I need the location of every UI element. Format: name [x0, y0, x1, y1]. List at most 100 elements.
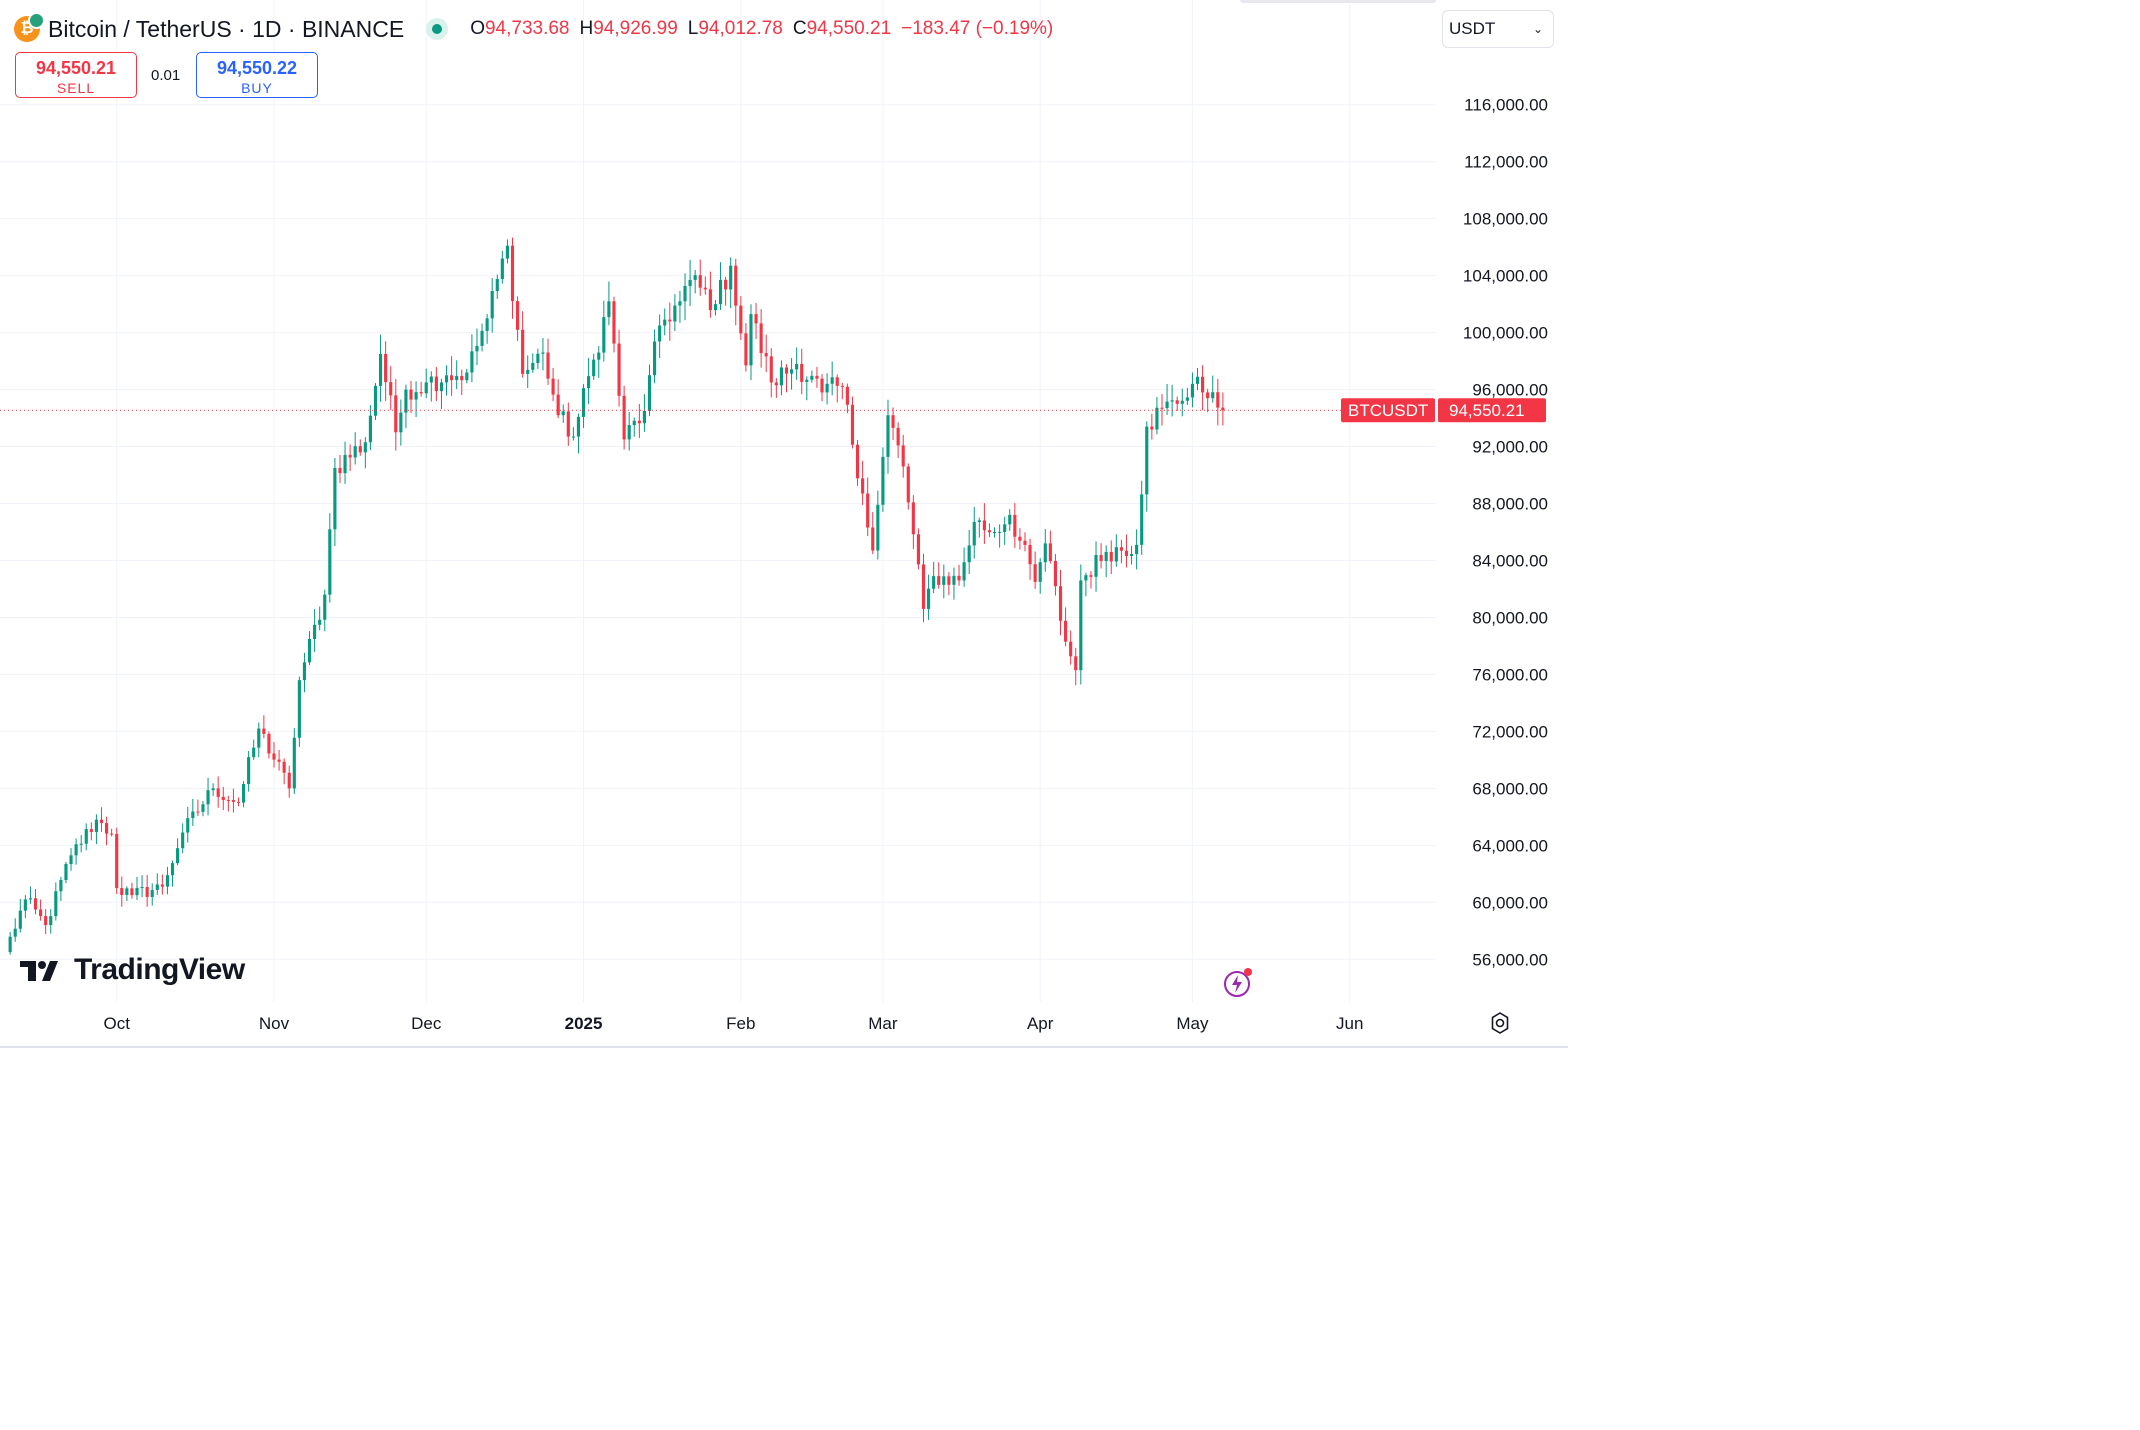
sell-label: SELL	[56, 80, 96, 96]
candle-body	[348, 454, 352, 458]
candle-body	[906, 466, 910, 503]
price-tick-label: 96,000.00	[1472, 381, 1548, 400]
settings-gear-icon[interactable]	[1488, 1011, 1512, 1035]
candle-body	[536, 353, 540, 363]
candle-body	[216, 788, 220, 797]
candle-body	[318, 619, 322, 625]
time-axis[interactable]: Oct Nov Dec 2025 Feb Mar Apr May Jun	[103, 1014, 1363, 1033]
lightning-icon[interactable]	[1222, 968, 1252, 998]
candle-body	[1180, 400, 1184, 404]
candle-body	[795, 363, 799, 370]
candle-body	[739, 305, 743, 334]
candle-body	[556, 394, 560, 416]
candle-body	[1018, 536, 1022, 541]
top-toolbar-edge	[1240, 0, 1436, 3]
candle-body	[1124, 550, 1129, 556]
chevron-down-icon: ⌄	[1532, 22, 1543, 36]
candle-body	[637, 420, 641, 424]
candle-body	[592, 359, 596, 377]
market-open-icon[interactable]	[426, 18, 449, 40]
candle-body	[444, 375, 449, 383]
candle-body	[59, 879, 63, 892]
time-tick-label: May	[1176, 1014, 1209, 1033]
candle-body	[1155, 407, 1159, 430]
candle-body	[861, 478, 865, 494]
buy-button[interactable]: 94,550.22 BUY	[196, 52, 318, 98]
tradingview-logo-icon	[20, 961, 58, 981]
candle-body	[703, 287, 707, 290]
candle-body	[211, 788, 215, 791]
time-tick-label: Feb	[726, 1014, 755, 1033]
candle-body	[475, 345, 479, 352]
candle-body	[252, 747, 256, 758]
candle-body	[698, 275, 702, 288]
candle-body	[840, 385, 844, 387]
price-chart[interactable]: 116,000.00 112,000.00 108,000.00 104,000.00…	[0, 0, 1568, 1048]
candle-body	[876, 504, 880, 551]
tradingview-logo[interactable]: TradingView	[20, 953, 245, 987]
candle-body	[1003, 524, 1007, 532]
candle-body	[176, 848, 180, 864]
candle-body	[33, 898, 38, 910]
candle-body	[744, 333, 748, 366]
candle-body	[409, 389, 413, 400]
symbol-title[interactable]: Bitcoin / TetherUS · 1D · BINANCE	[48, 15, 405, 42]
candle-body	[1084, 575, 1088, 581]
candle-body	[942, 576, 946, 585]
tether-icon	[28, 12, 45, 29]
candle-body	[810, 375, 814, 380]
candle-body	[617, 343, 621, 396]
candle-body	[546, 352, 550, 379]
symbol-tag	[1341, 398, 1435, 423]
price-tick-label: 116,000.00	[1464, 96, 1548, 115]
candle-body	[465, 372, 469, 381]
candle-body	[1129, 554, 1134, 556]
candle-body	[277, 759, 281, 762]
candle-body	[1069, 641, 1073, 657]
candle-body	[429, 376, 433, 383]
sell-button[interactable]: 94,550.21 SELL	[15, 52, 137, 98]
candle-body	[658, 325, 662, 342]
candle-body	[196, 811, 200, 813]
candle-body	[1201, 376, 1205, 393]
candle-body	[155, 884, 159, 890]
candle-body	[150, 889, 154, 897]
price-axis[interactable]: 116,000.00 112,000.00 108,000.00 104,000.00…	[1463, 96, 1548, 970]
candle-body	[1008, 514, 1012, 525]
price-tick-label: 88,000.00	[1472, 495, 1548, 514]
candle-body	[287, 772, 291, 789]
candle-body	[257, 728, 261, 748]
candle-body	[399, 412, 403, 433]
candle-body	[769, 356, 773, 383]
candle-body	[353, 446, 357, 458]
last-price-tag	[1438, 398, 1546, 423]
candle-body	[845, 386, 849, 405]
candle-body	[977, 520, 981, 523]
candle-body	[221, 796, 225, 800]
high-label: H	[579, 18, 594, 39]
candle-body	[927, 588, 931, 609]
candle-body	[541, 352, 545, 354]
chart-grid	[0, 0, 1436, 1002]
candle-body	[99, 819, 104, 824]
last-price-tag-label: 94,550.21	[1449, 401, 1525, 420]
candle-body	[982, 520, 986, 531]
candle-body	[414, 392, 418, 400]
candle-body	[1170, 400, 1174, 402]
candle-body	[566, 411, 570, 437]
candle-body	[992, 532, 997, 533]
currency-select[interactable]: USDT ⌄	[1442, 10, 1554, 48]
candle-body	[521, 329, 525, 374]
price-tick-label: 100,000.00	[1463, 324, 1548, 343]
high-value: 94,926.99	[593, 18, 678, 39]
candle-body	[186, 818, 190, 833]
candle-body	[815, 375, 819, 379]
price-change: −183.47 (−0.19%)	[901, 18, 1054, 39]
buy-label: BUY	[241, 80, 273, 96]
candle-body	[307, 639, 312, 663]
candle-body	[881, 456, 885, 505]
price-tick-label: 108,000.00	[1463, 210, 1548, 229]
candle-body	[282, 761, 286, 773]
candle-body	[830, 377, 834, 384]
candle-body	[54, 891, 58, 917]
